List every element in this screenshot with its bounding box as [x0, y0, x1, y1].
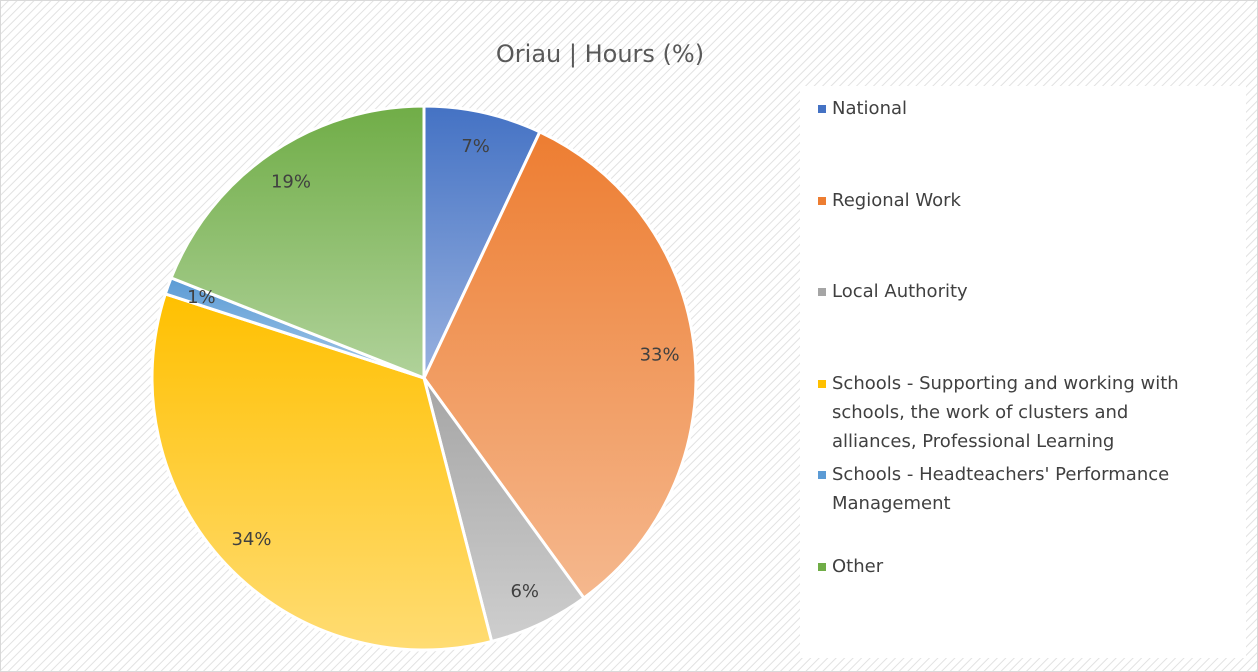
data-label: 1%: [187, 287, 216, 308]
legend-item: Local Authority: [818, 277, 1218, 306]
data-label: 34%: [231, 529, 271, 550]
legend: National Regional Work Local Authority Scho…: [800, 86, 1246, 658]
legend-swatch: [818, 105, 826, 113]
data-label: 6%: [510, 581, 539, 602]
legend-label: Other: [832, 556, 884, 577]
legend-label: Schools - Supporting and working with sc…: [832, 372, 1179, 452]
data-label: 19%: [271, 171, 311, 192]
legend-item: Schools - Headteachers' Performance Mana…: [818, 460, 1218, 518]
pie-slice: [422, 104, 542, 379]
legend-label: Regional Work: [832, 189, 961, 211]
pie-slice: [150, 292, 494, 652]
legend-item: Other: [818, 552, 1218, 581]
legend-item: Schools - Supporting and working with sc…: [818, 369, 1218, 456]
legend-swatch: [818, 196, 826, 205]
legend-label: Local Authority: [832, 281, 968, 303]
pie-slice: [169, 104, 426, 381]
pie-slice: [422, 129, 698, 601]
legend-swatch: [818, 563, 826, 571]
data-label: 33%: [640, 345, 680, 366]
data-label: 7%: [461, 136, 490, 157]
legend-swatch: [818, 471, 826, 480]
legend-swatch: [818, 288, 826, 297]
legend-swatch: [818, 379, 826, 388]
legend-label: National: [832, 98, 908, 119]
legend-item: National: [818, 94, 1218, 123]
chart-title: Oriau | Hours (%): [496, 40, 704, 68]
legend-item: Regional Work: [818, 186, 1218, 215]
legend-label: Schools - Headteachers' Performance Mana…: [832, 464, 1170, 515]
